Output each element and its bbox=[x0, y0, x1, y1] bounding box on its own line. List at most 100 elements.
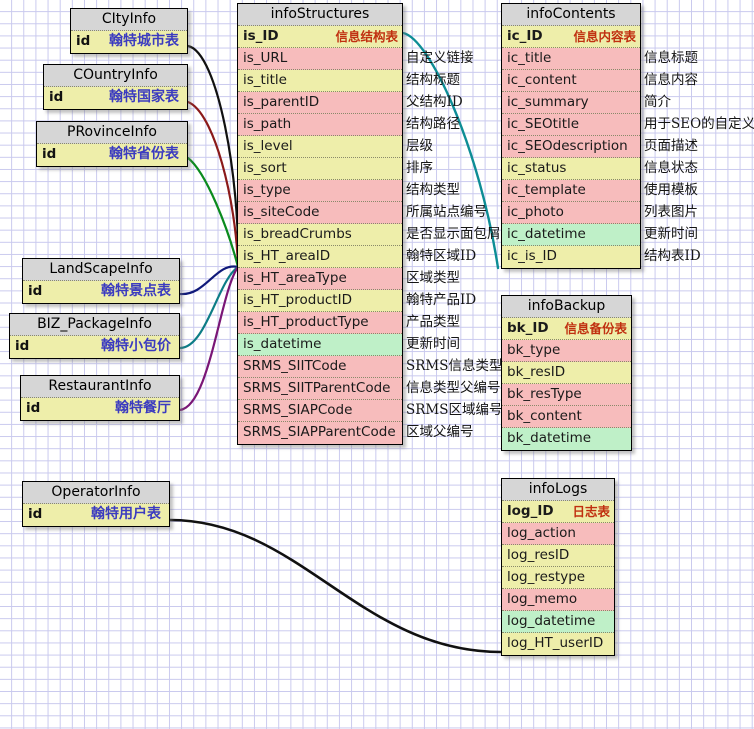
table-row[interactable]: is_datetime 更新时间 bbox=[238, 334, 460, 356]
table-row[interactable]: is_sort 排序 bbox=[238, 158, 433, 180]
table-row[interactable]: log_ID 日志表 bbox=[502, 501, 614, 523]
field-name: is_sort bbox=[243, 160, 287, 176]
field-comment: 产品类型 bbox=[406, 314, 460, 330]
table-row[interactable]: bk_content bbox=[502, 406, 631, 428]
table-description-label: 翰特用户表 bbox=[91, 506, 161, 522]
entity-table-provinceinfo[interactable]: PRovinceInfo id 翰特省份表 bbox=[36, 121, 188, 167]
table-row[interactable]: SRMS_SIITCode SRMS信息类型编号 bbox=[238, 356, 529, 378]
table-row[interactable]: ic_SEOtitle 用于SEO的自定义标题 bbox=[502, 114, 754, 136]
entity-table-infologs[interactable]: infoLogs log_ID 日志表 log_action log_resID log_… bbox=[501, 478, 615, 656]
table-row[interactable]: is_parentID 父结构ID bbox=[238, 92, 463, 114]
field-comment: 层级 bbox=[406, 138, 433, 154]
table-row[interactable]: bk_type bbox=[502, 340, 631, 362]
table-row[interactable]: ic_title 信息标题 bbox=[502, 48, 698, 70]
table-row[interactable]: bk_resType bbox=[502, 384, 631, 406]
field-name: is_HT_areaType bbox=[243, 270, 347, 286]
table-row[interactable]: ic_photo 列表图片 bbox=[502, 202, 698, 224]
primary-key-field-name: is_ID bbox=[243, 28, 279, 44]
table-row[interactable]: is_level 层级 bbox=[238, 136, 433, 158]
entity-table-operatorinfo[interactable]: OperatorInfo id 翰特用户表 bbox=[22, 481, 170, 527]
table-row[interactable]: id 翰特用户表 bbox=[23, 504, 169, 526]
field-name: ic_content bbox=[507, 72, 577, 88]
table-row[interactable]: is_path 结构路径 bbox=[238, 114, 460, 136]
entity-table-restaurantinfo[interactable]: RestaurantInfo id 翰特餐厅 bbox=[20, 375, 180, 421]
table-row[interactable]: log_resID bbox=[502, 545, 614, 567]
table-row[interactable]: is_siteCode 所属站点编号 bbox=[238, 202, 487, 224]
table-row[interactable]: is_HT_productType 产品类型 bbox=[238, 312, 460, 334]
field-name: is_datetime bbox=[243, 336, 322, 352]
table-row[interactable]: ic_datetime 更新时间 bbox=[502, 224, 698, 246]
primary-key-field-name: bk_ID bbox=[507, 320, 549, 336]
table-row[interactable]: log_memo bbox=[502, 589, 614, 611]
field-name: is_path bbox=[243, 116, 292, 132]
table-row[interactable]: SRMS_SIAPCode SRMS区域编号 bbox=[238, 400, 502, 422]
entity-table-infostructures[interactable]: infoStructures is_ID 信息结构表 is_URL 自定义链接 is_ti… bbox=[237, 3, 529, 445]
field-name: ic_status bbox=[507, 160, 567, 176]
field-comment: 区域类型 bbox=[406, 270, 460, 286]
table-title: PRovinceInfo bbox=[37, 122, 187, 144]
field-comment: 结构类型 bbox=[406, 182, 460, 198]
table-description-label: 日志表 bbox=[572, 504, 610, 519]
table-row[interactable]: ic_content 信息内容 bbox=[502, 70, 698, 92]
field-comment: 信息类型父编号 bbox=[406, 380, 501, 396]
table-row[interactable]: id 翰特小包价 bbox=[10, 336, 179, 358]
table-description-label: 信息备份表 bbox=[564, 321, 627, 336]
table-row[interactable]: id 翰特景点表 bbox=[23, 281, 179, 303]
table-row[interactable]: SRMS_SIAPParentCode 区域父编号 bbox=[238, 422, 474, 444]
field-comment: 翰特产品ID bbox=[406, 292, 477, 308]
entity-table-landscapeinfo[interactable]: LandScapeInfo id 翰特景点表 bbox=[22, 258, 180, 304]
table-row[interactable]: ic_summary 简介 bbox=[502, 92, 671, 114]
table-row[interactable]: ic_template 使用模板 bbox=[502, 180, 698, 202]
table-row[interactable]: id 翰特餐厅 bbox=[21, 398, 179, 420]
entity-table-cityinfo[interactable]: CItyInfo id 翰特城市表 bbox=[70, 8, 188, 54]
table-row[interactable]: bk_ID 信息备份表 bbox=[502, 318, 631, 340]
field-name: ic_template bbox=[507, 182, 586, 198]
table-row[interactable]: log_datetime bbox=[502, 611, 614, 633]
field-comment: 区域父编号 bbox=[406, 424, 474, 440]
table-row[interactable]: is_HT_areaType 区域类型 bbox=[238, 268, 460, 290]
table-row[interactable]: id 翰特城市表 bbox=[71, 31, 187, 53]
table-row[interactable]: ic_ID 信息内容表 bbox=[502, 26, 640, 48]
field-comment: 简介 bbox=[644, 94, 671, 110]
table-row[interactable]: is_URL 自定义链接 bbox=[238, 48, 474, 70]
entity-table-infocontents[interactable]: infoContents ic_ID 信息内容表 ic_title 信息标题 ic_con… bbox=[501, 3, 754, 269]
table-description-label: 翰特景点表 bbox=[101, 283, 171, 299]
primary-key-field-name: log_ID bbox=[507, 503, 554, 519]
table-row[interactable]: ic_SEOdescription 页面描述 bbox=[502, 136, 698, 158]
field-name: is_parentID bbox=[243, 94, 320, 110]
table-row[interactable]: is_HT_areaID 翰特区域ID bbox=[238, 246, 476, 268]
entity-table-biz_packageinfo[interactable]: BIZ_PackageInfo id 翰特小包价 bbox=[9, 313, 180, 359]
field-comment: 排序 bbox=[406, 160, 433, 176]
entity-table-countryinfo[interactable]: COuntryInfo id 翰特国家表 bbox=[43, 64, 188, 110]
table-row[interactable]: log_action bbox=[502, 523, 614, 545]
table-description-label: 信息结构表 bbox=[335, 29, 398, 44]
field-comment: 信息标题 bbox=[644, 50, 698, 66]
field-comment: 用于SEO的自定义标题 bbox=[644, 116, 754, 132]
table-row[interactable]: is_ID 信息结构表 bbox=[238, 26, 402, 48]
field-name: id bbox=[15, 338, 30, 354]
field-comment: 更新时间 bbox=[406, 336, 460, 352]
field-name: id bbox=[26, 400, 41, 416]
table-row[interactable]: is_breadCrumbs 是否显示面包屑 bbox=[238, 224, 501, 246]
table-row[interactable]: ic_is_ID 结构表ID bbox=[502, 246, 701, 268]
table-row[interactable]: is_type 结构类型 bbox=[238, 180, 460, 202]
table-row[interactable]: id 翰特国家表 bbox=[44, 87, 187, 109]
table-row[interactable]: is_HT_productID 翰特产品ID bbox=[238, 290, 476, 312]
field-name: log_restype bbox=[507, 569, 586, 585]
table-description-label: 信息内容表 bbox=[573, 29, 636, 44]
table-row[interactable]: bk_resID bbox=[502, 362, 631, 384]
table-row[interactable]: ic_status 信息状态 bbox=[502, 158, 698, 180]
table-row[interactable]: SRMS_SIITParentCode 信息类型父编号 bbox=[238, 378, 501, 400]
entity-table-infobackup[interactable]: infoBackup bk_ID 信息备份表 bk_type bk_resID bk_re… bbox=[501, 295, 632, 451]
table-row[interactable]: bk_datetime bbox=[502, 428, 631, 450]
connector-provinceinfo-to-is-ht-areaid bbox=[186, 156, 240, 269]
table-row[interactable]: id 翰特省份表 bbox=[37, 144, 187, 166]
field-name: is_siteCode bbox=[243, 204, 320, 220]
table-title: infoBackup bbox=[502, 296, 631, 318]
table-row[interactable]: log_restype bbox=[502, 567, 614, 589]
primary-key-field-name: ic_ID bbox=[507, 28, 543, 44]
table-row[interactable]: log_HT_userID bbox=[502, 633, 614, 655]
table-row[interactable]: is_title 结构标题 bbox=[238, 70, 460, 92]
field-comment: 使用模板 bbox=[644, 182, 698, 198]
